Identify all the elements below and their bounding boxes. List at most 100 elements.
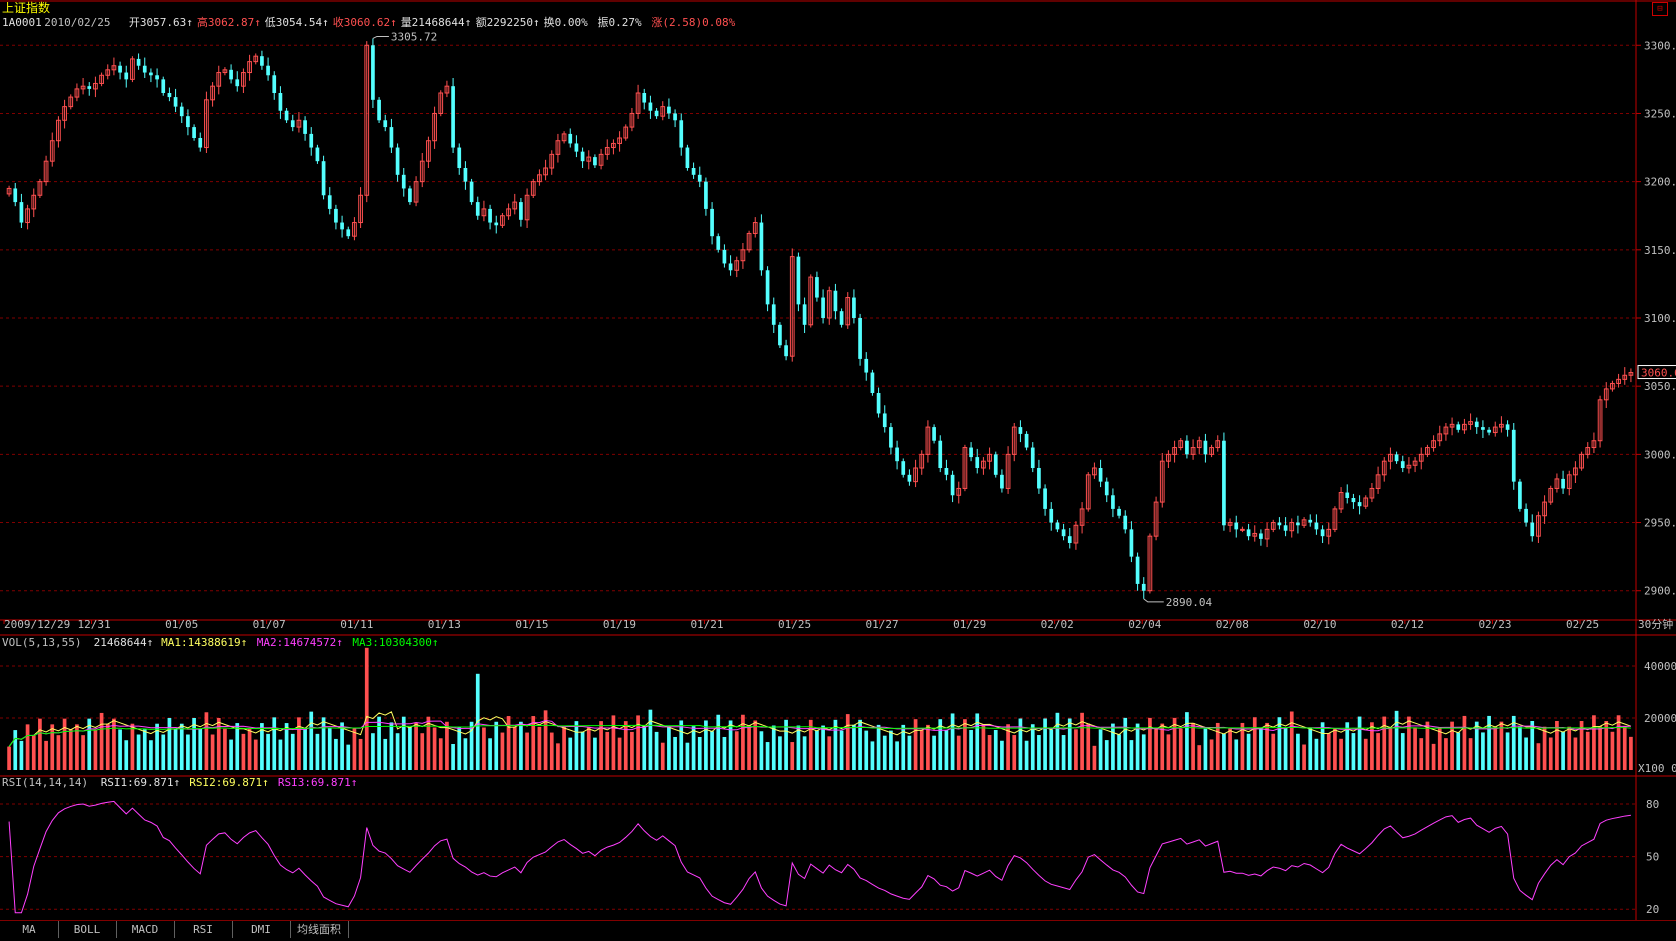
- date-tick-label: 01/21: [690, 618, 723, 631]
- candle-down: [463, 168, 468, 182]
- date-tick-label: 02/25: [1566, 618, 1599, 631]
- candle-up: [444, 85, 450, 94]
- window-restore-icon[interactable]: ⊟: [1652, 2, 1668, 16]
- price-tick-label: 3100.0: [1644, 312, 1676, 325]
- vol-bar: [408, 727, 412, 770]
- date-tick-label: 01/25: [778, 618, 811, 631]
- vol-bar: [290, 733, 295, 770]
- tab-ma[interactable]: MA: [0, 921, 59, 938]
- candle-up: [1443, 426, 1449, 435]
- candle-up: [56, 119, 61, 142]
- vol-bar: [1024, 740, 1029, 770]
- candle-up: [740, 249, 746, 262]
- candle-down: [907, 474, 912, 482]
- tab-dmi[interactable]: DMI: [232, 921, 291, 938]
- vol-bar: [790, 742, 795, 770]
- candle-down: [1283, 525, 1288, 531]
- candle-down: [371, 45, 375, 100]
- vol-bar: [383, 738, 388, 770]
- candle-down: [1246, 529, 1251, 537]
- vol-bar: [371, 733, 375, 770]
- vol-bar: [722, 736, 727, 770]
- vol-bar: [858, 719, 862, 770]
- candle-up: [111, 65, 117, 71]
- header-field-7: 额2292250↑: [476, 16, 540, 29]
- candle-down: [494, 222, 499, 226]
- candle-up: [789, 256, 795, 357]
- vol-bar: [309, 711, 314, 770]
- candle-up: [216, 72, 222, 87]
- candle-down: [673, 113, 677, 121]
- current-price-box: [1637, 365, 1676, 380]
- candle-up: [358, 194, 363, 224]
- date-tick-label: 02/12: [1391, 618, 1424, 631]
- date-tick-label: 01/11: [340, 618, 373, 631]
- low-annotation-line: [1143, 598, 1164, 603]
- candle-up: [1585, 447, 1591, 455]
- date-tick-label: 01/19: [603, 618, 636, 631]
- candle-down: [260, 56, 264, 66]
- vol-bar: [833, 719, 838, 770]
- candle-up: [1011, 426, 1017, 455]
- candle-down: [944, 468, 949, 475]
- date-tick-label: 01/29: [953, 618, 986, 631]
- candle-down: [858, 318, 862, 359]
- candle-down: [1037, 468, 1041, 489]
- vol-bar: [642, 726, 647, 770]
- tab-boll[interactable]: BOLL: [58, 921, 117, 938]
- tab-rsi[interactable]: RSI: [174, 921, 233, 938]
- candle-up: [734, 260, 740, 271]
- vol-bar: [124, 740, 129, 770]
- vol-bar: [734, 731, 739, 770]
- candle-down: [321, 161, 326, 196]
- candle-down: [716, 236, 721, 250]
- candle-down: [1024, 433, 1029, 448]
- candle-up: [1240, 528, 1245, 531]
- vol-bar: [993, 729, 998, 770]
- high-annotation-line: [372, 35, 389, 39]
- candle-down: [167, 93, 172, 98]
- candle-up: [1499, 423, 1504, 428]
- candle-up: [364, 44, 370, 196]
- candle-down: [186, 116, 190, 128]
- candle-up: [25, 208, 30, 224]
- candle-down: [278, 93, 283, 111]
- date-tick-label: 02/10: [1303, 618, 1336, 631]
- candle-up: [1085, 474, 1091, 510]
- vol-bar: [1363, 738, 1368, 770]
- candle-up: [247, 61, 252, 74]
- candle-down: [765, 270, 770, 305]
- candle-up: [1338, 492, 1344, 510]
- vol-bar: [1351, 733, 1356, 770]
- vol-bar: [93, 729, 98, 770]
- candle-down: [1456, 424, 1461, 430]
- vol-bar: [1487, 715, 1491, 770]
- candle-up: [413, 181, 419, 203]
- vol-bar: [1394, 710, 1399, 770]
- vol-bar: [1425, 721, 1430, 770]
- candle-down: [124, 72, 129, 80]
- vol-bar: [1604, 720, 1609, 770]
- date-tick-label: 01/13: [428, 618, 461, 631]
- candle-down: [950, 474, 955, 496]
- vol-bar: [1561, 731, 1565, 770]
- tab-ma-area[interactable]: 均线面积: [290, 921, 349, 938]
- rsi-tick-label: 20: [1646, 903, 1659, 916]
- vol-bar: [75, 724, 79, 770]
- vol-bar: [981, 724, 986, 770]
- vol-bar: [1296, 733, 1300, 770]
- vol-bar: [1616, 715, 1621, 770]
- candle-up: [919, 453, 925, 469]
- vol-bar: [506, 716, 511, 770]
- candle-down: [833, 290, 838, 312]
- vol-bar: [1333, 728, 1337, 770]
- vol-bar: [364, 647, 369, 770]
- vol-bar: [136, 734, 141, 770]
- vol-bar: [1203, 728, 1208, 770]
- candle-down: [901, 461, 906, 475]
- candle-down: [1222, 440, 1226, 526]
- vol-bar: [414, 722, 418, 770]
- tab-macd[interactable]: MACD: [116, 921, 175, 938]
- candle-down: [136, 58, 141, 66]
